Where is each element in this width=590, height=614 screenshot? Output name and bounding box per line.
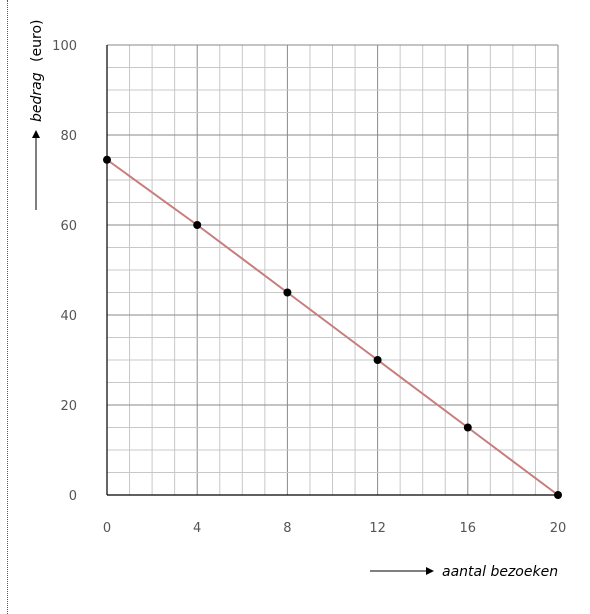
data-point	[373, 356, 382, 364]
data-point	[103, 155, 111, 164]
y-tick-label: 80	[60, 129, 77, 144]
x-tick-label: 20	[550, 521, 567, 536]
y-tick-labels: 0 20 40 60 80 100	[52, 39, 77, 504]
data-point	[463, 423, 472, 432]
y-axis-title: bedrag (euro)	[29, 20, 45, 123]
y-axis-title-main: bedrag	[29, 72, 45, 122]
chart-grid	[106, 44, 559, 496]
y-axis-title-unit: (euro)	[29, 20, 45, 62]
x-axis-arrow-head	[426, 567, 434, 575]
x-tick-label: 12	[369, 521, 386, 536]
y-axis-title-group: bedrag (euro)	[29, 20, 45, 210]
page-margin-line	[7, 0, 8, 614]
y-tick-label: 0	[69, 489, 77, 504]
series-line	[106, 158, 559, 496]
series-group	[103, 155, 562, 499]
data-point	[554, 491, 562, 499]
x-tick-label: 0	[103, 521, 111, 536]
x-tick-labels: 0 4 8 12 16 20	[103, 521, 566, 536]
data-point	[283, 288, 292, 297]
y-tick-label: 40	[60, 309, 77, 324]
y-tick-label: 60	[60, 219, 77, 234]
x-tick-label: 4	[193, 521, 201, 536]
y-tick-label: 100	[52, 39, 77, 54]
x-axis-title-group: aantal bezoeken	[370, 564, 558, 580]
x-tick-label: 16	[460, 521, 477, 536]
x-tick-label: 8	[283, 521, 291, 536]
x-axis-title: aantal bezoeken	[442, 564, 558, 580]
data-point	[193, 221, 202, 229]
y-tick-label: 20	[60, 399, 77, 414]
y-axis-arrow-head	[32, 130, 40, 138]
chart-axes	[106, 45, 558, 496]
